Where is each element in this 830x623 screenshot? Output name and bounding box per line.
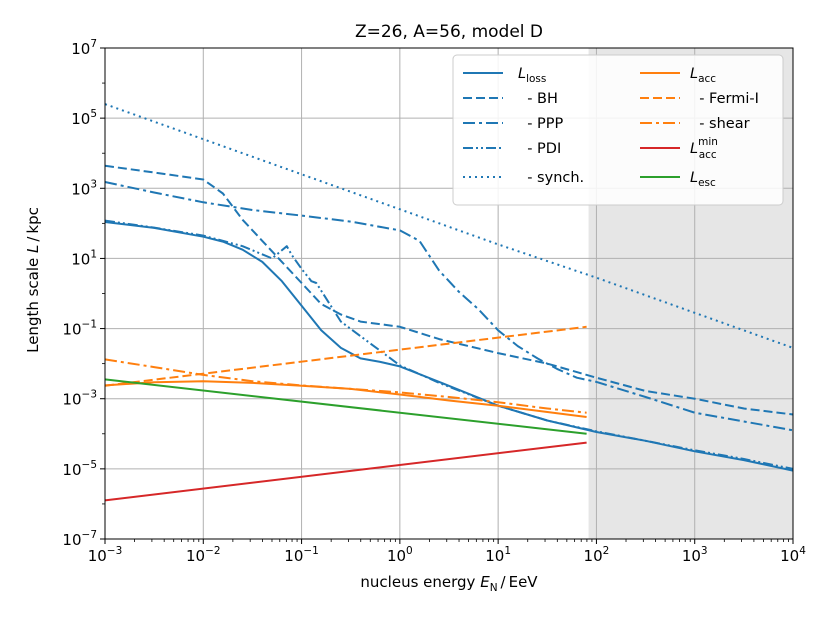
x-tick-label: 100 — [387, 545, 413, 565]
legend-label-shear: - shear — [690, 116, 750, 132]
series-line-shear — [104, 358, 587, 414]
y-tick-label: 10−1 — [62, 319, 97, 339]
x-axis-title: nucleus energy EN / EeV — [360, 573, 538, 594]
x-tick-label: 104 — [780, 545, 806, 565]
series-line-esc — [104, 378, 587, 435]
legend-label-acc: Lacc — [690, 66, 716, 85]
legend-label-esc: Lesc — [690, 170, 716, 189]
legend-label-accmin: Lmin acc — [690, 136, 718, 161]
legend-label-loss: Lloss — [518, 66, 546, 85]
y-axis-title: Length scale L / kpc — [24, 207, 42, 353]
series-line-accmin — [104, 441, 587, 502]
series-line-fermi — [104, 325, 587, 387]
series-line-bh — [104, 164, 794, 416]
x-tick-label: 103 — [682, 545, 708, 565]
y-ticks: 10−7 10−5 10−3 10−1 101 103 105 107 — [62, 38, 105, 549]
chart-title: Z=26, A=56, model D — [355, 22, 543, 42]
x-tick-label: 102 — [584, 545, 610, 565]
y-tick-label: 101 — [71, 248, 97, 268]
x-tick-label: 101 — [485, 545, 511, 565]
y-tick-label: 10−3 — [62, 389, 97, 409]
y-tick-label: 105 — [71, 108, 97, 128]
legend-label-bh: - BH — [518, 91, 558, 107]
series-line-pdi — [104, 219, 794, 470]
series-line-ppp — [104, 181, 794, 432]
series-lines — [104, 103, 794, 502]
legend-label-ppp: - PPP — [518, 116, 564, 132]
x-tick-label: 10−1 — [284, 545, 319, 565]
y-tick-label: 103 — [71, 178, 97, 198]
legend-label-fermi: - Fermi-I — [690, 91, 759, 107]
y-tick-label: 10−5 — [62, 459, 97, 479]
y-tick-label: 10−7 — [62, 529, 97, 549]
x-tick-label: 10−2 — [186, 545, 221, 565]
legend-label-pdi: - PDI — [518, 141, 561, 157]
legend-box — [452, 54, 784, 206]
x-ticks: 10−3 10−2 10−1 100 101 102 103 104 — [88, 539, 806, 565]
legend: Lloss - BH - PPP - PDI - synch. Lacc - Fe… — [452, 54, 784, 206]
legend-label-synch: - synch. — [518, 170, 584, 186]
y-tick-label: 107 — [71, 38, 97, 58]
series-line-synch — [104, 103, 794, 349]
x-tick-label: 10−3 — [88, 545, 123, 565]
